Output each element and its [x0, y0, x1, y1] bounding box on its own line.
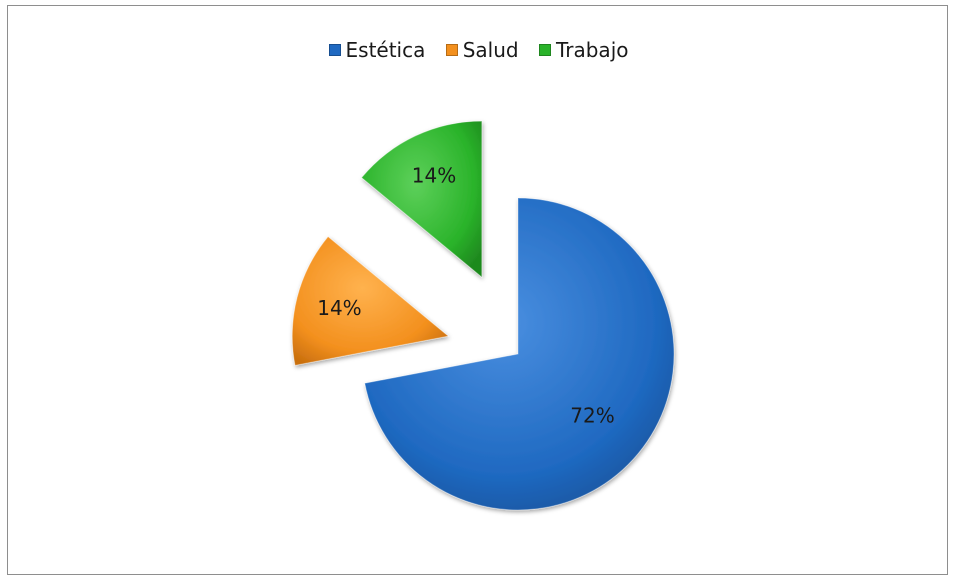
legend-swatch-trabajo	[538, 44, 551, 56]
legend-entry-trabajo: Trabajo	[538, 38, 629, 62]
legend-label-salud: Salud	[462, 38, 519, 62]
pie-chart: 72% 14% 14%	[291, 120, 675, 511]
pie-slice-salud	[291, 235, 450, 366]
legend-swatch-estetica	[328, 44, 341, 56]
pie-slice-trabajo	[360, 120, 483, 279]
legend-label-estetica: Estética	[345, 38, 426, 62]
data-label-trabajo: 14%	[412, 163, 456, 187]
legend-label-trabajo: Trabajo	[555, 38, 629, 62]
data-label-estetica: 72%	[570, 404, 614, 428]
pie-slice-estetica	[364, 197, 675, 511]
data-label-salud: 14%	[317, 296, 361, 320]
chart-area: Estética Salud Trabajo	[7, 5, 948, 575]
legend-entry-estetica: Estética	[328, 38, 426, 62]
legend: Estética Salud Trabajo	[8, 37, 949, 62]
legend-swatch-salud	[445, 44, 458, 56]
legend-entry-salud: Salud	[445, 38, 519, 62]
